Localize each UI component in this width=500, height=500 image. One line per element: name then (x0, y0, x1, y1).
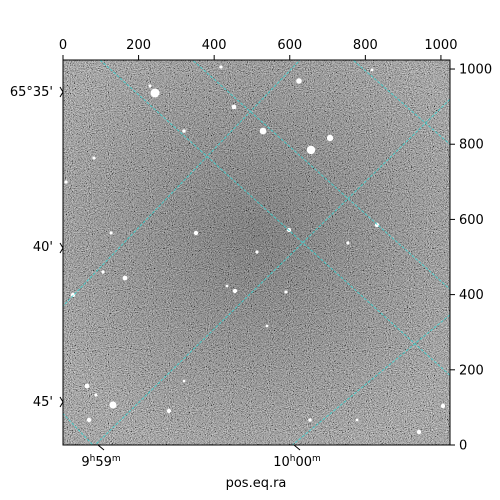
top-axis-tick-label: 0 (59, 38, 67, 53)
top-axis-tick-label: 800 (353, 38, 378, 53)
top-axis-tick-label: 400 (202, 38, 227, 53)
star (150, 88, 160, 98)
right-axis-tick-label: 400 (459, 288, 484, 303)
star (306, 145, 316, 155)
ra-grid-line (352, 60, 450, 146)
dec-grid-line (94, 98, 450, 445)
top-axis-tick-label: 600 (277, 38, 302, 53)
star (193, 230, 199, 236)
star (109, 231, 113, 235)
star (284, 290, 288, 294)
star (259, 127, 267, 135)
star (219, 65, 223, 69)
plot-frame (62, 59, 451, 446)
star (346, 241, 350, 245)
star (225, 284, 229, 288)
star (416, 429, 422, 435)
dec-axis-tick (59, 242, 64, 254)
star (109, 401, 117, 409)
dec-axis-tick-label: 45' (33, 395, 53, 410)
right-axis-tick-label: 1000 (459, 63, 492, 78)
plot-area (62, 59, 451, 446)
coordinate-grid (63, 60, 450, 445)
star (182, 379, 186, 383)
pixel-axis-ticks: 0 200 400 600 800 1000 0 200 400 600 800 1000 (59, 38, 492, 454)
star (232, 288, 238, 294)
star (182, 129, 186, 133)
star (84, 383, 90, 389)
star (64, 180, 68, 184)
world-axis-ticks: 65°35' 40' 45' 9h59m 10h00m (10, 85, 321, 470)
dec-grid-line (63, 60, 301, 307)
ra-grid-line (99, 60, 450, 377)
star (296, 78, 302, 84)
star (148, 84, 152, 88)
star (94, 393, 98, 397)
star (166, 408, 172, 414)
star (326, 134, 334, 142)
star (101, 270, 105, 274)
ra-grid-line (63, 412, 94, 445)
right-axis-tick-label: 0 (459, 439, 467, 454)
star (440, 403, 446, 409)
right-axis-tick-label: 200 (459, 363, 484, 378)
star (370, 68, 374, 72)
ra-grid-line (191, 60, 450, 290)
star (355, 418, 359, 422)
dec-axis-tick (59, 86, 64, 98)
top-axis-tick-label: 1000 (424, 38, 457, 53)
right-axis-tick-label: 600 (459, 213, 484, 228)
ra-axis-tick-label: 9h59m (81, 454, 120, 470)
dec-axis-tick-label: 40' (33, 240, 53, 255)
star (265, 324, 269, 328)
dec-grid-line (291, 314, 450, 445)
star (255, 250, 259, 254)
x-axis-label: pos.eq.ra (226, 476, 287, 491)
star (92, 156, 96, 160)
star (231, 104, 237, 110)
dec-axis-tick (59, 396, 64, 408)
ra-axis-tick-label: 10h00m (273, 454, 321, 470)
ra-axis-tick (97, 444, 105, 451)
star (86, 417, 92, 423)
ra-axis-tick (293, 444, 301, 451)
dec-axis-tick-label: 65°35' (10, 85, 53, 100)
star (308, 418, 312, 422)
top-axis-tick-label: 200 (126, 38, 151, 53)
right-axis-tick-label: 800 (459, 138, 484, 153)
star (122, 275, 128, 281)
stars-layer (64, 65, 446, 435)
